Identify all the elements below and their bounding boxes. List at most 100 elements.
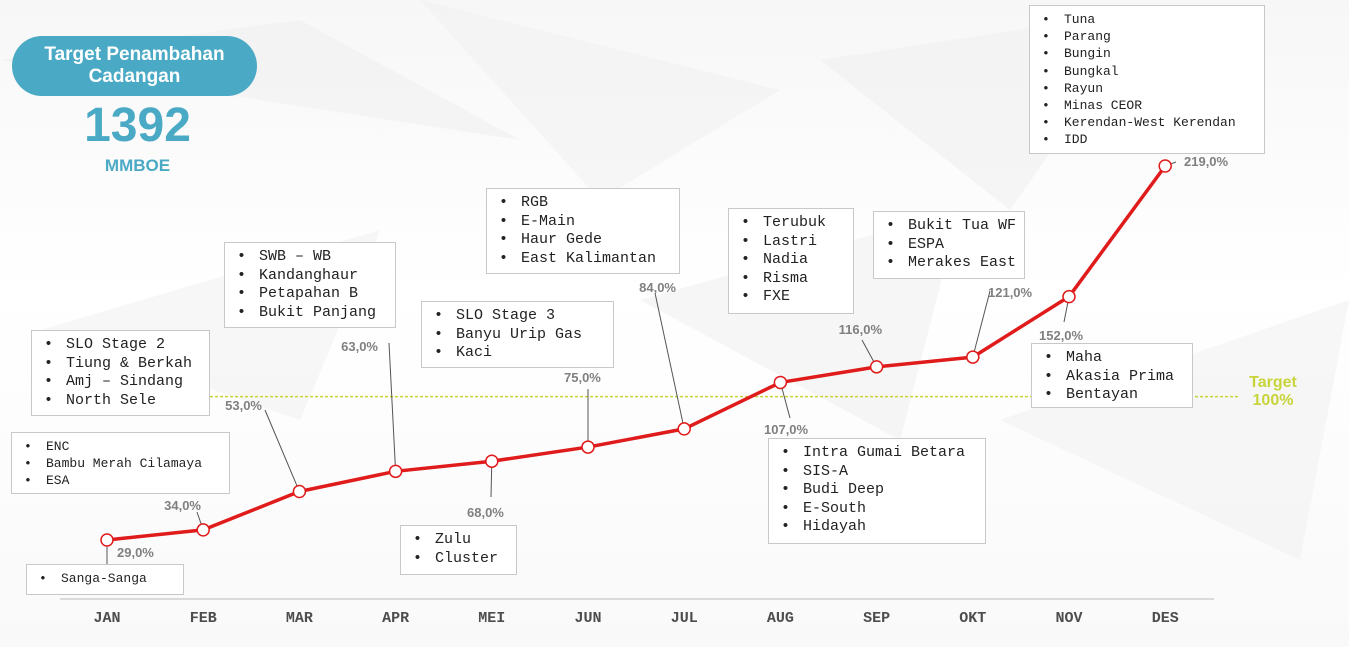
callout-item: E-Main (497, 213, 669, 232)
callout-item: Kaci (432, 344, 603, 363)
callout-item: ESA (22, 472, 219, 489)
value-label: 68,0% (467, 505, 504, 520)
callout-list: Sanga-Sanga (37, 570, 173, 587)
callout-item: ENC (22, 438, 219, 455)
callout-mar: SLO Stage 2Tiung & BerkahAmj – SindangNo… (31, 330, 210, 416)
value-label: 34,0% (164, 498, 201, 513)
callout-item: RGB (497, 194, 669, 213)
target-title-line2: Cadangan (88, 66, 181, 87)
callout-list: Intra Gumai BetaraSIS-ABudi DeepE-SouthH… (779, 444, 975, 537)
callout-item: East Kalimantan (497, 250, 669, 269)
target-title-badge: Target Penambahan Cadangan (12, 36, 257, 96)
callout-item: E-South (779, 500, 975, 519)
target-line-label-value: 100% (1252, 392, 1294, 409)
callout-item: Bukit Panjang (235, 304, 385, 323)
callout-item: SLO Stage 2 (42, 336, 199, 355)
x-tick-label: SEP (863, 610, 890, 627)
callout-item: Sanga-Sanga (37, 570, 173, 587)
callout-item: Amj – Sindang (42, 373, 199, 392)
callout-item: Maha (1042, 349, 1182, 368)
callout-sep: TerubukLastriNadiaRismaFXE (728, 208, 854, 314)
callout-list: ZuluCluster (411, 531, 506, 568)
x-tick-labels: JAN FEB MAR APR MEI JUN JUL AUG SEP OKT NOV DES (93, 610, 1178, 627)
background-shape (420, 0, 780, 200)
callout-list: SWB – WBKandanghaurPetapahan BBukit Panj… (235, 248, 385, 322)
callout-list: RGBE-MainHaur GedeEast Kalimantan (497, 194, 669, 268)
callout-list: TerubukLastriNadiaRismaFXE (739, 214, 843, 307)
callout-list: ENCBambu Merah CilamayaESA (22, 438, 219, 490)
callout-item: Parang (1040, 28, 1254, 45)
callout-item: SIS-A (779, 463, 975, 482)
callout-feb: ENCBambu Merah CilamayaESA (11, 432, 230, 494)
x-tick-label: MAR (286, 610, 313, 627)
callout-item: Merakes East (884, 254, 1016, 273)
data-point (581, 440, 595, 454)
x-tick-label: MEI (478, 610, 505, 627)
callout-jun: SLO Stage 3Banyu Urip GasKaci (421, 301, 614, 368)
callout-item: Hidayah (779, 518, 975, 537)
callout-item: Akasia Prima (1042, 368, 1182, 387)
x-tick-label: DES (1152, 610, 1179, 627)
callout-item: Terubuk (739, 214, 843, 233)
callout-item: Cluster (411, 550, 506, 569)
data-point (677, 422, 691, 436)
x-tick-label: OKT (959, 610, 986, 627)
callout-des: TunaParangBunginBungkalRayunMinas CEORKe… (1029, 5, 1265, 154)
background-shape (1000, 300, 1349, 560)
value-label: 121,0% (988, 285, 1033, 300)
x-tick-label: AUG (767, 610, 794, 627)
callout-item: Budi Deep (779, 481, 975, 500)
callout-apr: SWB – WBKandanghaurPetapahan BBukit Panj… (224, 242, 396, 328)
callout-jul: RGBE-MainHaur GedeEast Kalimantan (486, 188, 680, 274)
callout-item: SLO Stage 3 (432, 307, 603, 326)
value-label: 29,0% (117, 545, 154, 560)
value-label: 63,0% (341, 339, 378, 354)
callout-item: Tiung & Berkah (42, 355, 199, 374)
value-label: 107,0% (764, 422, 809, 437)
callout-item: Petapahan B (235, 285, 385, 304)
callout-item: FXE (739, 288, 843, 307)
leader-line (388, 342, 397, 472)
callout-item: Lastri (739, 233, 843, 252)
data-point (388, 464, 403, 479)
callout-mei: ZuluCluster (400, 525, 517, 575)
data-point (773, 375, 788, 390)
target-line-label: Target 100% (1238, 374, 1308, 410)
callout-item: Bungkal (1040, 63, 1254, 80)
leader-line (264, 409, 300, 492)
callout-item: Intra Gumai Betara (779, 444, 975, 463)
data-point (1158, 159, 1172, 173)
target-title-line1: Target Penambahan (44, 44, 225, 65)
callout-item: Bungin (1040, 45, 1254, 62)
callout-list: Bukit Tua WFESPAMerakes East (884, 217, 1016, 273)
callout-item: Banyu Urip Gas (432, 326, 603, 345)
data-point (1062, 289, 1076, 304)
callout-item: Bukit Tua WF (884, 217, 1016, 236)
callout-list: SLO Stage 3Banyu Urip GasKaci (432, 307, 603, 363)
callout-item: IDD (1040, 131, 1254, 148)
target-value: 1392 (84, 99, 191, 152)
target-unit: MMBOE (104, 156, 171, 175)
callout-item: North Sele (42, 392, 199, 411)
value-label: 75,0% (564, 370, 601, 385)
value-label: 84,0% (639, 280, 676, 295)
callout-item: SWB – WB (235, 248, 385, 267)
callout-item: Kerendan-West Kerendan (1040, 114, 1254, 131)
callout-okt: Bukit Tua WFESPAMerakes East (873, 211, 1025, 279)
callout-item: Risma (739, 270, 843, 289)
data-point (196, 523, 210, 537)
target-line-label-text: Target (1249, 374, 1297, 391)
data-points (100, 159, 1172, 547)
x-tick-label: JUN (574, 610, 601, 627)
callout-item: Bentayan (1042, 386, 1182, 405)
leader-line (972, 290, 991, 358)
value-label: 219,0% (1184, 154, 1229, 169)
callout-item: Kandanghaur (235, 267, 385, 286)
callout-item: Tuna (1040, 11, 1254, 28)
callout-item: ESPA (884, 236, 1014, 255)
x-tick-label: FEB (190, 610, 217, 627)
callout-aug: Intra Gumai BetaraSIS-ABudi DeepE-SouthH… (768, 438, 986, 544)
x-tick-label: JAN (93, 610, 120, 627)
callout-item: Haur Gede (497, 231, 669, 250)
value-label: 152,0% (1039, 328, 1084, 343)
